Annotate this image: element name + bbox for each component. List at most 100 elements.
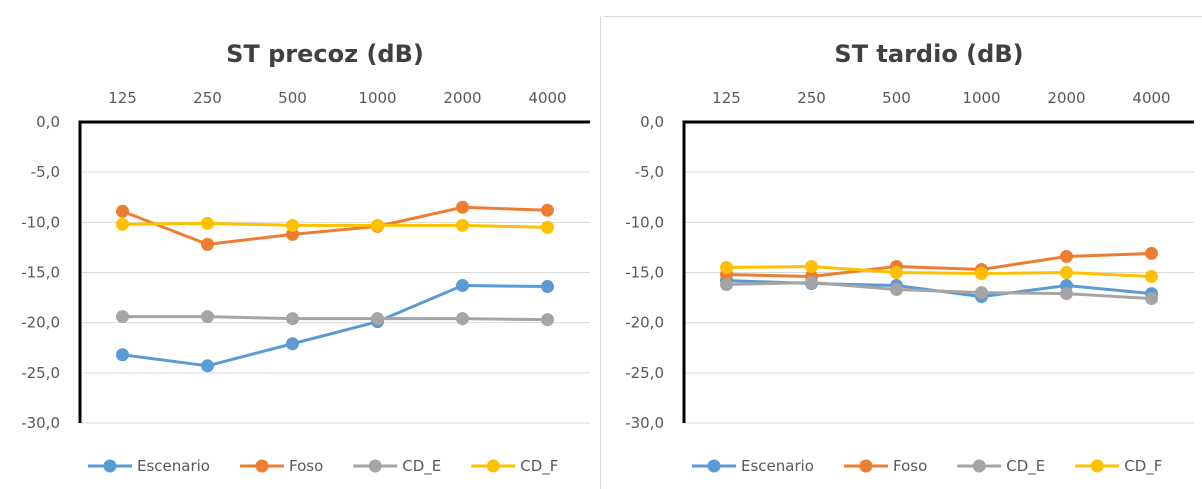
legend-item-escenario: Escenario	[692, 457, 814, 475]
data-point	[1060, 249, 1073, 263]
y-tick-label: -20,0	[625, 314, 664, 332]
legend-label: CD_F	[1124, 457, 1162, 476]
series-line	[121, 205, 548, 246]
data-point	[975, 267, 988, 281]
legend-item-cd-f: CD_F	[1075, 457, 1162, 476]
legend-label: Foso	[893, 457, 927, 475]
y-tick-label: -30,0	[625, 414, 664, 432]
series-escenario	[720, 274, 1158, 304]
legend-item-foso: Foso	[843, 457, 927, 475]
data-point	[456, 218, 469, 232]
data-point	[371, 312, 384, 326]
legend-marker	[486, 459, 500, 473]
y-tick-label: -15,0	[21, 264, 60, 282]
series-line	[726, 264, 1152, 279]
series-cd-e	[720, 276, 1158, 306]
series-line	[122, 284, 548, 368]
data-point	[975, 286, 988, 300]
data-point	[286, 312, 299, 326]
data-point	[456, 279, 469, 293]
x-tick-label: 250	[193, 89, 222, 107]
data-point	[116, 204, 129, 218]
x-tick-label: 4000	[528, 89, 566, 107]
legend-label: CD_E	[402, 457, 441, 476]
data-point	[1060, 266, 1073, 279]
data-point	[371, 218, 384, 232]
data-point	[720, 278, 733, 292]
data-point	[201, 216, 214, 230]
data-point	[456, 200, 469, 214]
panel-divider	[600, 16, 601, 489]
data-point	[286, 227, 299, 241]
data-point	[116, 310, 129, 324]
y-tick-label: -10,0	[21, 213, 60, 231]
data-point	[1145, 270, 1158, 284]
series-cd-e	[116, 310, 554, 327]
x-tick-label: 4000	[1132, 89, 1170, 107]
data-point	[201, 310, 214, 324]
data-point	[805, 276, 818, 290]
y-tick-label: -20,0	[21, 314, 60, 332]
y-tick-label: 0,0	[36, 113, 60, 131]
data-point	[456, 312, 469, 326]
legend-item-cd-f: CD_F	[471, 457, 558, 476]
legend-marker	[368, 459, 382, 473]
legend: Escenario Foso CD_E CD_F	[692, 457, 1162, 476]
legend-item-escenario: Escenario	[88, 457, 210, 475]
chart-panel-st-tardio: ST tardio (dB) 0,0 -5,0 -10,0 -15,0 -20,0 -25,…	[604, 0, 1202, 489]
series-cd-f	[720, 259, 1158, 284]
legend-label: CD_E	[1006, 457, 1045, 476]
y-tick-label: -10,0	[625, 213, 664, 231]
legend-item-cd-e: CD_E	[353, 457, 441, 476]
data-point	[1145, 292, 1158, 306]
legend-label: CD_F	[520, 457, 558, 476]
series-line	[122, 221, 548, 229]
x-tick-label: 250	[797, 89, 826, 107]
legend: Escenario Foso CD_E CD_F	[88, 457, 558, 476]
series-line	[122, 315, 548, 322]
y-tick-label: -5,0	[635, 163, 664, 181]
series-foso	[720, 246, 1158, 284]
data-point	[890, 283, 903, 297]
y-tick-label: -25,0	[21, 364, 60, 382]
x-tick-label: 500	[278, 89, 307, 107]
x-tick-label: 1000	[358, 89, 396, 107]
x-tick-label: 1000	[962, 89, 1000, 107]
chart-panel-st-precoz: ST precoz (dB) 0,0 -5,0 -10,0 -15,0 -20,0 -25,…	[0, 0, 598, 489]
data-point	[541, 313, 554, 327]
data-point	[1060, 287, 1073, 301]
y-tick-label: -5,0	[31, 163, 60, 181]
data-point	[116, 217, 129, 231]
data-point	[890, 266, 903, 279]
y-tick-label: -25,0	[625, 364, 664, 382]
legend-item-cd-e: CD_E	[957, 457, 1045, 476]
chart-title: ST precoz (dB)	[226, 40, 424, 68]
data-point	[805, 259, 818, 273]
x-tick-label: 2000	[1047, 89, 1085, 107]
y-tick-label: -30,0	[21, 414, 60, 432]
legend-label: Foso	[289, 457, 323, 475]
legend-marker	[103, 459, 117, 473]
chart-title: ST tardio (dB)	[834, 40, 1023, 68]
data-point	[116, 348, 129, 362]
chart-st-tardio: ST tardio (dB) 0,0 -5,0 -10,0 -15,0 -20,0 -25,…	[625, 40, 1194, 476]
panel-top-border	[604, 16, 1202, 17]
legend-item-foso: Foso	[239, 457, 323, 475]
chart-st-precoz: ST precoz (dB) 0,0 -5,0 -10,0 -15,0 -20,0 -25,…	[21, 40, 590, 476]
series-line	[726, 251, 1152, 279]
series-escenario	[116, 279, 554, 373]
data-point	[201, 359, 214, 373]
series-line	[726, 281, 1152, 301]
series-cd-f	[116, 216, 554, 234]
x-tick-label: 125	[108, 89, 137, 107]
data-point	[286, 218, 299, 232]
y-tick-label: -15,0	[625, 264, 664, 282]
x-tick-label: 2000	[443, 89, 481, 107]
legend-marker	[707, 459, 721, 473]
legend-marker	[255, 459, 269, 473]
y-tick-label: 0,0	[640, 113, 664, 131]
data-point	[541, 203, 554, 217]
legend-label: Escenario	[137, 457, 210, 475]
legend-marker	[972, 459, 986, 473]
legend-marker	[1090, 459, 1104, 473]
